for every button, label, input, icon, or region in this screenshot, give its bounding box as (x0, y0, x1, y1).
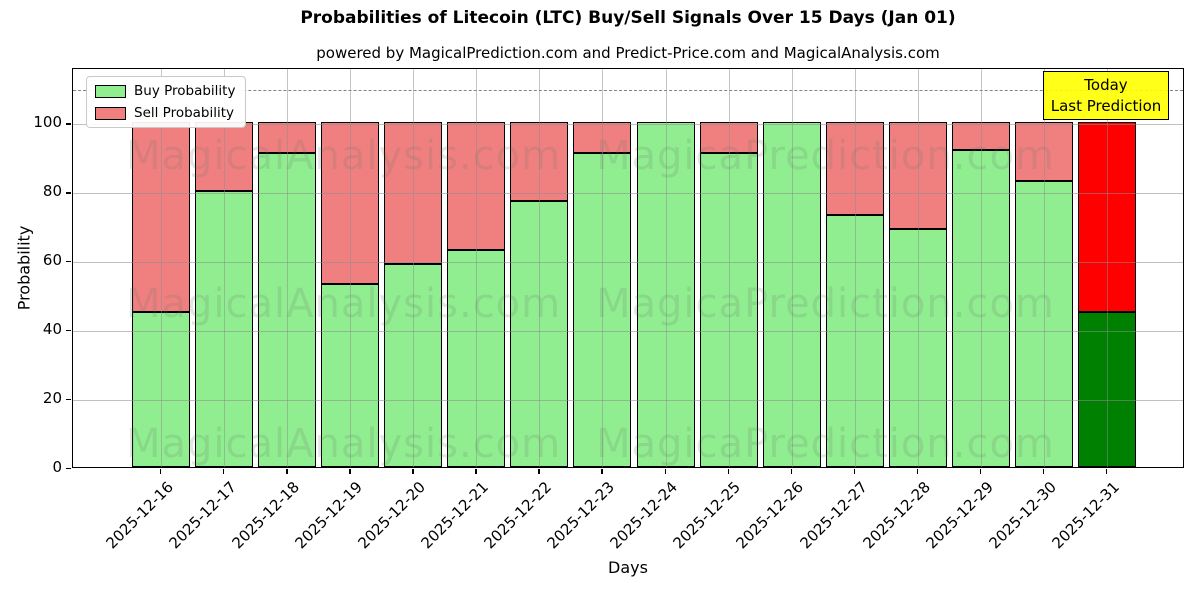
x-axis-label: Days (608, 558, 648, 577)
y-tick-label: 100 (33, 113, 62, 132)
x-tick-label: 2025-12-16 (102, 478, 177, 553)
y-tick-mark (66, 330, 71, 332)
x-tick-label: 2025-12-17 (165, 478, 240, 553)
h-gridline (73, 262, 1183, 264)
x-tick-mark (664, 469, 666, 474)
x-tick-mark (223, 469, 225, 474)
x-tick-label: 2025-12-27 (796, 478, 871, 553)
x-tick-label: 2025-12-29 (922, 478, 997, 553)
legend-item-sell: Sell Probability (95, 105, 235, 121)
x-tick-label: 2025-12-31 (1048, 478, 1123, 553)
v-gridline (350, 69, 352, 467)
v-gridline (287, 69, 289, 467)
x-tick-mark (916, 469, 919, 474)
v-gridline (476, 69, 478, 467)
v-gridline (917, 69, 919, 467)
y-tick-mark (66, 468, 71, 470)
sell-swatch-icon (95, 106, 126, 120)
x-tick-label: 2025-12-22 (480, 478, 556, 553)
v-gridline (665, 69, 667, 467)
y-tick-mark (66, 261, 71, 263)
x-tick-label: 2025-12-30 (985, 478, 1060, 553)
v-gridline (980, 69, 982, 467)
h-gridline (73, 331, 1183, 333)
annotation-line-2: Last Prediction (1050, 96, 1162, 115)
x-tick-mark (286, 469, 288, 474)
v-gridline (161, 69, 162, 467)
v-gridline (791, 69, 793, 467)
legend-box: Buy Probability Sell Probability (86, 76, 247, 128)
x-tick-mark (790, 469, 793, 474)
legend-label-buy: Buy Probability (134, 83, 236, 99)
x-tick-mark (1042, 469, 1045, 474)
x-tick-label: 2025-12-26 (733, 478, 808, 553)
x-tick-mark (601, 469, 603, 474)
v-gridline (602, 69, 604, 467)
x-tick-mark (727, 469, 729, 474)
v-gridline (728, 69, 730, 467)
x-tick-label: 2025-12-19 (291, 478, 366, 553)
v-gridline (1107, 69, 1108, 467)
x-tick-mark (853, 469, 856, 474)
h-gridline (73, 124, 1183, 126)
y-tick-label: 80 (42, 182, 62, 201)
h-gridline (73, 193, 1183, 195)
x-tick-label: 2025-12-18 (228, 478, 303, 553)
y-tick-mark (66, 192, 71, 194)
v-gridline (539, 69, 541, 467)
h-gridline (73, 400, 1183, 402)
y-tick-mark (66, 123, 71, 125)
today-annotation-box: Today Last Prediction (1043, 71, 1169, 121)
x-tick-mark (538, 469, 540, 474)
v-gridline (224, 69, 226, 467)
x-tick-mark (475, 469, 477, 474)
y-tick-label: 0 (52, 458, 62, 476)
plot-area (72, 68, 1184, 468)
x-tick-label: 2025-12-24 (606, 478, 682, 553)
y-tick-label: 20 (42, 389, 62, 408)
legend-item-buy: Buy Probability (95, 83, 235, 99)
reference-dashed-line (73, 89, 1183, 91)
y-tick-label: 60 (42, 251, 62, 270)
annotation-line-1: Today (1084, 76, 1128, 94)
chart-subtitle: powered by MagicalPrediction.com and Pre… (316, 44, 940, 62)
v-gridline (854, 69, 856, 467)
y-tick-label: 40 (42, 320, 62, 339)
x-tick-mark (349, 469, 351, 474)
x-tick-label: 2025-12-23 (543, 478, 619, 553)
buy-swatch-icon (95, 84, 126, 98)
x-tick-label: 2025-12-20 (354, 478, 429, 553)
x-tick-label: 2025-12-21 (417, 478, 493, 553)
v-gridline (413, 69, 415, 467)
y-tick-mark (66, 399, 71, 401)
chart-title: Probabilities of Litecoin (LTC) Buy/Sell… (300, 8, 956, 28)
x-tick-mark (1106, 469, 1108, 474)
v-gridline (1043, 69, 1045, 467)
x-tick-mark (979, 469, 982, 474)
legend-label-sell: Sell Probability (134, 105, 235, 121)
x-tick-mark (160, 469, 162, 474)
x-tick-mark (412, 469, 414, 474)
